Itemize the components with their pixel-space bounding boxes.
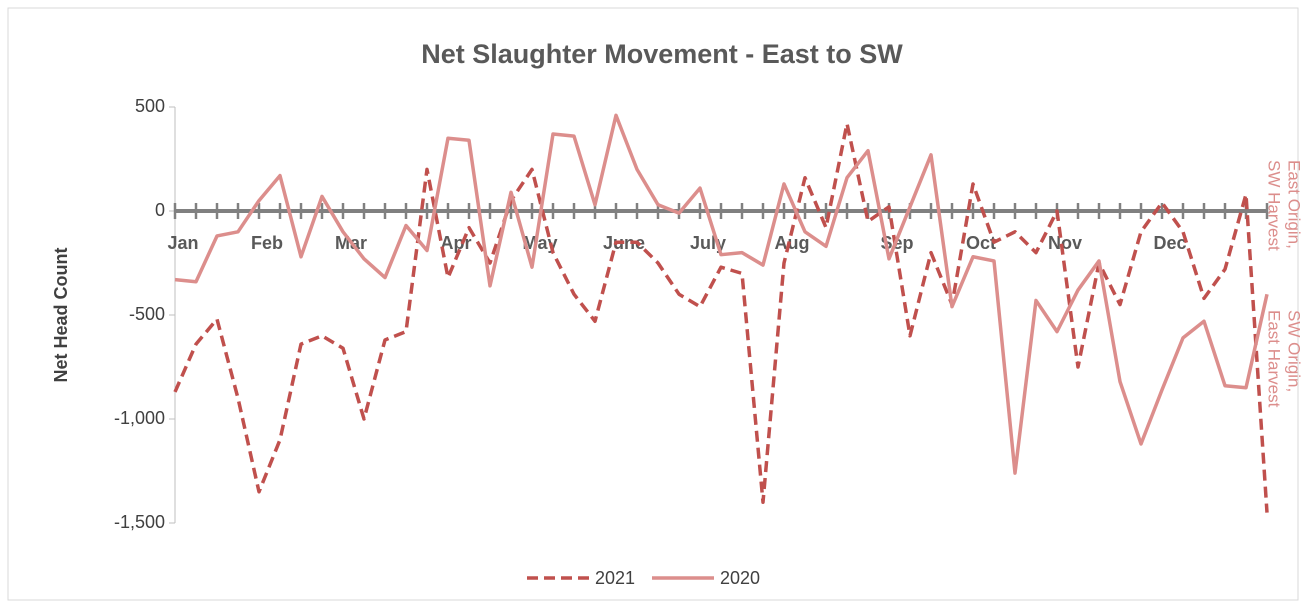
chart-title: Net Slaughter Movement - East to SW	[421, 39, 903, 69]
x-tick-label: Oct	[966, 233, 996, 253]
annotation: SW Harvest	[1265, 160, 1284, 251]
y-tick-label: -1,500	[114, 512, 165, 532]
y-tick-label: 0	[155, 200, 165, 220]
x-tick-label: May	[522, 233, 557, 253]
x-tick-label: Jan	[167, 233, 198, 253]
chart-frame	[7, 7, 1299, 601]
legend-label: 2020	[720, 568, 760, 588]
annotation: East Origin,	[1285, 160, 1304, 249]
y-tick-label: -1,000	[114, 408, 165, 428]
series-line	[174, 113, 1269, 475]
legend-label: 2021	[595, 568, 635, 588]
y-tick-label: 500	[135, 96, 165, 116]
series-line	[173, 121, 1269, 513]
y-axis-title: Net Head Count	[51, 247, 71, 382]
annotation: SW Origin,	[1285, 310, 1304, 392]
annotation: East Harvest	[1265, 310, 1284, 408]
x-tick-label: Aug	[775, 233, 810, 253]
x-tick-label: Dec	[1153, 233, 1186, 253]
y-tick-label: -500	[129, 304, 165, 324]
x-tick-label: Nov	[1048, 233, 1082, 253]
x-tick-label: Feb	[251, 233, 283, 253]
